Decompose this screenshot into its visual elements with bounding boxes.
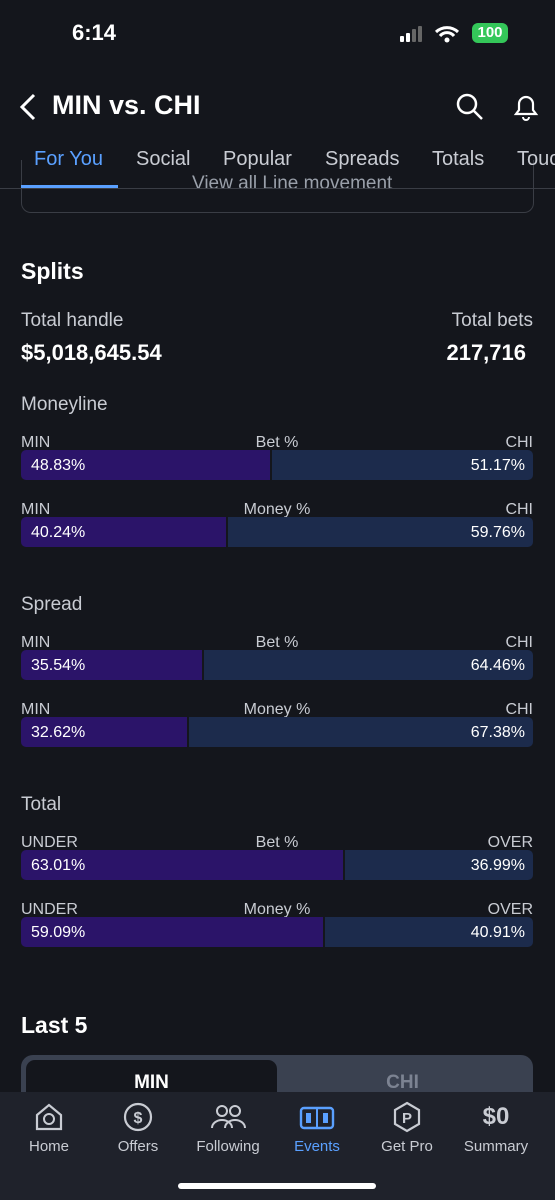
battery: 100 (472, 23, 508, 43)
side-label: MIN (21, 434, 51, 451)
nav-item[interactable]: P Get Pro (362, 1100, 452, 1155)
nav-icon-text: $0 (482, 1103, 510, 1130)
pct-label: 36.99% (470, 857, 525, 874)
pct-label: 35.54% (31, 657, 86, 674)
pct-label: 40.91% (470, 924, 525, 941)
nav-icon: P (393, 1101, 421, 1133)
side-label: OVER (487, 901, 533, 918)
split-bar-left: 40.24% (21, 517, 227, 547)
stat-value: $5,018,645.54 (21, 340, 162, 365)
search-button[interactable] (455, 92, 485, 122)
tab[interactable]: For You (34, 148, 103, 170)
nav-label: Offers (117, 1138, 159, 1155)
status-time: 6:14 (72, 20, 117, 45)
nav-item[interactable]: Events (272, 1100, 362, 1155)
nav-item[interactable]: Following (183, 1100, 273, 1155)
tab[interactable]: Spreads (325, 148, 400, 170)
nav-item[interactable]: Home (4, 1100, 94, 1155)
signal-wifi (400, 26, 460, 43)
nav-icon: $ (123, 1102, 153, 1132)
metric-label: Bet % (255, 634, 299, 651)
nav-label: Following (196, 1138, 260, 1155)
stat-label: Total handle (21, 310, 124, 331)
nav-item[interactable]: $0 Summary (451, 1100, 541, 1155)
side-label: CHI (505, 434, 533, 451)
split-bar-right: 51.17% (272, 450, 533, 480)
home-indicator (178, 1183, 376, 1189)
split-bar-left: 32.62% (21, 717, 187, 747)
pct-label: 32.62% (31, 724, 86, 741)
stat-value: 217,716 (446, 340, 526, 365)
active-tab-indicator (21, 185, 118, 188)
nav-icon (299, 1106, 335, 1130)
side-label: MIN (21, 501, 51, 518)
split-bar-right: 59.76% (228, 517, 533, 547)
split-bar-left: 59.09% (21, 917, 323, 947)
metric-label: Money % (243, 901, 311, 918)
metric-label: Money % (243, 701, 311, 718)
side-label: MIN (21, 634, 51, 651)
notifications-button[interactable] (512, 92, 540, 122)
stat-label: Total bets (451, 310, 533, 331)
market-title: Moneyline (21, 394, 108, 415)
tab[interactable]: Popular (223, 148, 292, 170)
svg-text:$: $ (134, 1110, 143, 1127)
section-title: Splits (21, 258, 84, 284)
side-label: CHI (505, 501, 533, 518)
back-button[interactable] (16, 92, 40, 122)
page-title: MIN vs. CHI (52, 90, 201, 120)
svg-text:P: P (402, 1110, 412, 1127)
split-bar-right: 40.91% (324, 917, 533, 947)
side-label: OVER (487, 834, 533, 851)
nav-icon (35, 1103, 63, 1131)
nav-label: Home (28, 1138, 69, 1155)
pct-label: 40.24% (31, 524, 86, 541)
nav-label: Summary (463, 1138, 529, 1155)
metric-label: Bet % (255, 834, 299, 851)
pct-label: 63.01% (31, 857, 86, 874)
split-bar-right: 64.46% (203, 650, 533, 680)
split-bar-left: 63.01% (21, 850, 343, 880)
side-label: CHI (505, 634, 533, 651)
bottom-nav (0, 1092, 555, 1200)
section-title: Last 5 (21, 1012, 88, 1038)
tab[interactable]: Touc (517, 148, 555, 170)
nav-label: Get Pro (381, 1138, 433, 1155)
pct-label: 67.38% (470, 724, 525, 741)
market-title: Total (21, 794, 62, 815)
tab-bar: For You Social Popular Spreads Totals Touc (0, 140, 555, 189)
tab[interactable]: Social (136, 148, 191, 170)
nav-item[interactable]: $ Offers (93, 1100, 183, 1155)
split-bar-right: 67.38% (189, 717, 533, 747)
side-label: UNDER (21, 901, 78, 918)
split-bar-left: 35.54% (21, 650, 202, 680)
market-title: Spread (21, 594, 83, 615)
tab[interactable]: Totals (432, 148, 485, 170)
split-bar-left: 48.83% (21, 450, 270, 480)
side-label: UNDER (21, 834, 78, 851)
side-label: MIN (21, 701, 51, 718)
split-bar-right: 36.99% (344, 850, 533, 880)
pct-label: 59.09% (31, 924, 86, 941)
pct-label: 51.17% (470, 457, 525, 474)
pct-label: 48.83% (31, 457, 86, 474)
metric-label: Bet % (255, 434, 299, 451)
pct-label: 64.46% (470, 657, 525, 674)
nav-icon (211, 1105, 246, 1129)
team-toggle-option[interactable]: CHI (386, 1072, 419, 1093)
pct-label: 59.76% (470, 524, 525, 541)
nav-label: Events (294, 1138, 340, 1155)
metric-label: Money % (243, 501, 311, 518)
side-label: CHI (505, 701, 533, 718)
